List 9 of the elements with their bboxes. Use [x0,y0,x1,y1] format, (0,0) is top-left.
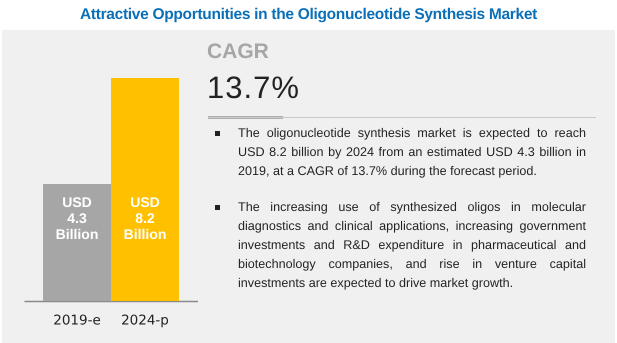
data-label: USD 4.3 Billion [56,194,98,242]
x-tick-label: 2019-e [53,312,101,328]
text: The oligonucleotide synthesis market is expected to reach USD 8.2 billion by 2024 from an estimated USD 4.3 billion in 2019, at a CAGR of 13.7% during the forecast period. [238,125,586,180]
text: Attractive Opportunities in the Oligonucleotide Synthesis Market [78,6,538,24]
data-label: USD 8.2 Billion [124,194,166,242]
text: CAGR [207,40,269,64]
x-tick-label: 2024-p [121,312,169,328]
text: 13.7% [207,70,300,106]
text: The increasing use of synthesized oligos in molecular diagnostics and clinical applications, increasing government investments and R&D expenditure in pharmaceutical and biotechnology companies, and rise in venture capital investments are expected to drive market growth. [238,199,586,292]
